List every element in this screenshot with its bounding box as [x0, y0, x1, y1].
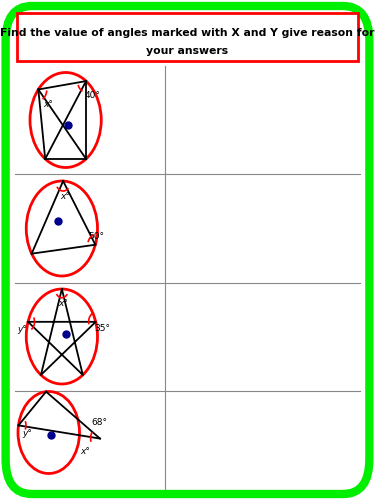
- FancyBboxPatch shape: [6, 6, 369, 494]
- Text: y°: y°: [17, 325, 27, 334]
- Text: 35°: 35°: [94, 324, 110, 333]
- Text: y°: y°: [22, 430, 32, 438]
- Text: 68°: 68°: [92, 418, 107, 427]
- Text: x°: x°: [43, 100, 53, 110]
- Text: 50°: 50°: [88, 232, 105, 240]
- Text: 40°: 40°: [84, 91, 100, 100]
- Text: x°: x°: [58, 299, 68, 308]
- FancyBboxPatch shape: [17, 13, 358, 61]
- Text: Find the value of angles marked with X and Y give reason for: Find the value of angles marked with X a…: [0, 28, 375, 38]
- Text: x°: x°: [80, 447, 90, 456]
- Text: x°: x°: [60, 192, 70, 201]
- Text: your answers: your answers: [146, 46, 228, 56]
